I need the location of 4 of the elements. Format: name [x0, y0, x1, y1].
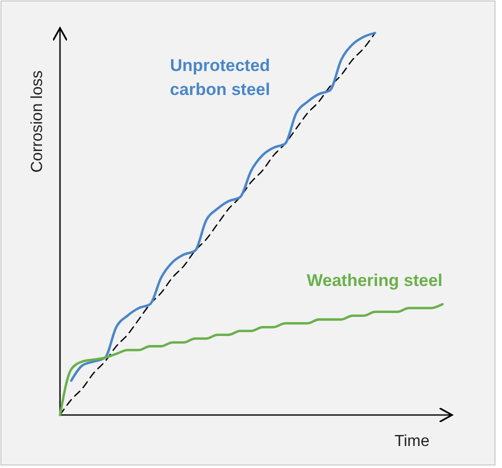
- x-axis-title: Time: [394, 433, 430, 450]
- y-axis-title: Corrosion loss: [29, 70, 46, 173]
- series-label: Unprotected carbon steel: [170, 56, 270, 99]
- series-label: Weathering steel: [306, 271, 442, 290]
